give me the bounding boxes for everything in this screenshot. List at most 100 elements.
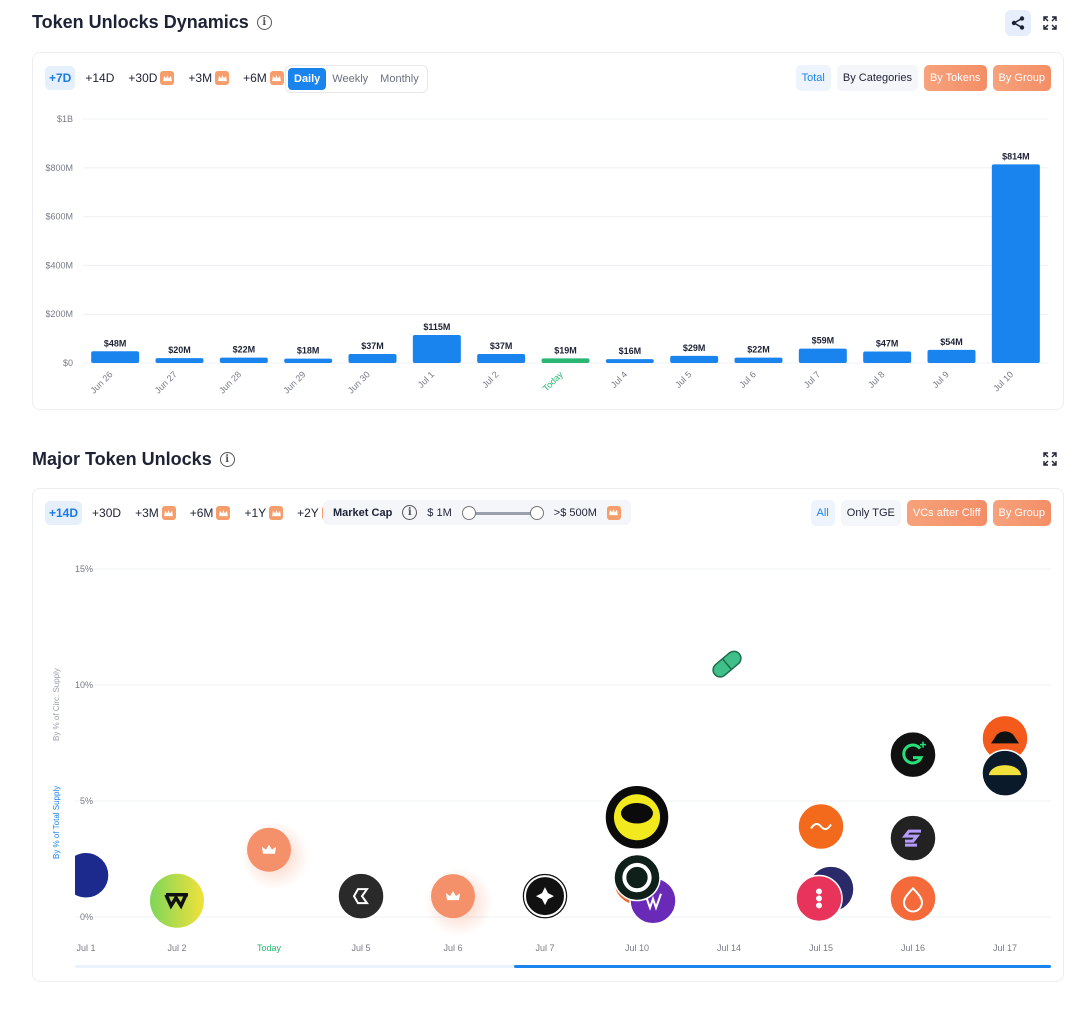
section-title-major-token-unlocks: Major Token Unlocks i: [32, 449, 235, 470]
view-by-group-button[interactable]: By Group: [992, 65, 1051, 91]
bar-chart: $0 $200M $400M $600M $800M $1B $48M Jun 26 $20M J…: [45, 114, 1048, 396]
x-tick-label: Jul 10: [625, 943, 649, 953]
token-point[interactable]: [425, 868, 493, 937]
token-point[interactable]: [797, 802, 845, 851]
view-by-categories-button[interactable]: By Categories: [836, 65, 918, 91]
filter-only-tge-button[interactable]: Only TGE: [840, 500, 901, 526]
range-plus-14d-button[interactable]: +14D: [81, 66, 118, 90]
x-tick-label: Jul 1: [76, 943, 95, 953]
y-tick-label: $400M: [45, 260, 73, 270]
y-tick-label: $200M: [45, 309, 73, 319]
range-plus-30d-button[interactable]: +30D: [88, 501, 125, 525]
interval-monthly[interactable]: Monthly: [380, 73, 419, 85]
token-point[interactable]: [613, 853, 661, 902]
range-label: +30D: [128, 71, 158, 85]
token-point[interactable]: [337, 872, 385, 920]
interval-weekly[interactable]: Weekly: [332, 73, 369, 85]
section-title-token-unlocks-dynamics: Token Unlocks Dynamics i: [32, 12, 272, 33]
x-tick-label: Jun 27: [153, 369, 179, 395]
chart-scroll-handle[interactable]: [514, 965, 1051, 968]
interval-daily[interactable]: Daily: [288, 68, 327, 90]
token-point[interactable]: [981, 749, 1029, 797]
x-tick-label: Jul 6: [443, 943, 462, 953]
bar[interactable]: [219, 357, 268, 363]
view-by-tokens-button[interactable]: By Tokens: [923, 65, 987, 91]
scatter-chart: 0% 5% 10% 15% By % of Total Supply By % of Ci…: [52, 564, 1051, 968]
bar-value-label: $29M: [683, 343, 706, 353]
bar[interactable]: [541, 358, 590, 363]
x-tick-label: Jul 4: [609, 369, 630, 390]
x-tick-label: Jul 2: [480, 369, 501, 390]
bar[interactable]: [863, 351, 912, 363]
range-label: +14D: [85, 71, 115, 85]
filter-selector: All Only TGE VCs after Cliff By Group: [810, 500, 1051, 526]
range-label: +3M: [135, 506, 159, 520]
filter-by-group-button[interactable]: By Group: [992, 500, 1051, 526]
token-point[interactable]: [521, 872, 569, 920]
bar[interactable]: [348, 353, 397, 363]
expand-icon[interactable]: [1037, 446, 1063, 472]
range-label: +6M: [189, 506, 214, 520]
share-icon[interactable]: [1005, 10, 1031, 36]
x-tick-label: Jul 8: [866, 369, 887, 390]
token-point[interactable]: [63, 851, 110, 899]
x-tick-label: Jul 10: [991, 369, 1015, 393]
token-point[interactable]: [710, 648, 744, 679]
range-plus-7d-button[interactable]: +7D: [45, 66, 76, 90]
range-label: +14D: [49, 506, 79, 520]
range-label: +3M: [188, 71, 213, 85]
token-point[interactable]: [604, 784, 670, 850]
y-tick-label: $800M: [45, 163, 73, 173]
range-plus-6m-button[interactable]: +6M: [239, 66, 288, 90]
token-point[interactable]: [241, 821, 309, 890]
bar-value-label: $814M: [1002, 151, 1030, 161]
y-tick-label: $0: [63, 358, 73, 368]
x-tick-label: Jun 30: [346, 369, 372, 395]
bar[interactable]: [477, 353, 526, 363]
slider-max-handle[interactable]: [529, 505, 544, 520]
bar[interactable]: [670, 355, 719, 363]
bar[interactable]: [155, 358, 204, 363]
range-plus-3m-button[interactable]: +3M: [184, 66, 233, 90]
market-cap-max: >$ 500M: [553, 506, 597, 519]
filter-vcs-after-cliff-button[interactable]: VCs after Cliff: [906, 500, 987, 526]
y-tick-label: 15%: [75, 564, 93, 574]
bar[interactable]: [927, 349, 976, 363]
bar-value-label: $20M: [168, 345, 191, 355]
info-icon[interactable]: i: [402, 505, 418, 520]
market-cap-slider[interactable]: [461, 505, 544, 520]
token-point[interactable]: [150, 873, 204, 928]
token-point[interactable]: [795, 874, 843, 923]
bar[interactable]: [734, 357, 783, 363]
bar[interactable]: [798, 348, 847, 363]
bar[interactable]: [412, 334, 461, 363]
range-plus-14d-button[interactable]: +14D: [45, 501, 83, 525]
y-axis-label-total-supply[interactable]: By % of Total Supply: [52, 786, 61, 859]
y-axis-label-circ-supply[interactable]: By % of Circ. Supply: [52, 668, 61, 741]
range-plus-30d-button[interactable]: +30D: [124, 66, 178, 90]
range-plus-6m-button[interactable]: +6M: [186, 501, 235, 525]
token-point[interactable]: [889, 874, 937, 923]
x-tick-label: Jul 5: [351, 943, 370, 953]
range-plus-3m-button[interactable]: +3M: [131, 501, 180, 525]
y-tick-label: $1B: [57, 114, 73, 124]
view-total-button[interactable]: Total: [795, 65, 831, 91]
bar[interactable]: [605, 359, 654, 363]
section1-title: Token Unlocks Dynamics: [32, 12, 249, 32]
x-tick-label: Jul 7: [535, 943, 554, 953]
info-icon[interactable]: i: [219, 452, 235, 467]
info-icon[interactable]: i: [256, 15, 272, 30]
expand-icon[interactable]: [1037, 10, 1063, 36]
filter-all-button[interactable]: All: [810, 500, 835, 526]
bar[interactable]: [284, 358, 333, 363]
slider-min-handle[interactable]: [461, 505, 476, 520]
bar[interactable]: [91, 351, 140, 363]
range-selector: +14D +30D +3M +6M +1Y +2Y: [45, 501, 340, 525]
token-point[interactable]: [889, 730, 937, 779]
range-plus-1y-button[interactable]: +1Y: [240, 501, 287, 525]
x-tick-label: Today: [257, 943, 282, 953]
x-tick-label: Jul 6: [737, 369, 758, 390]
bar[interactable]: [991, 164, 1040, 363]
token-point[interactable]: [889, 814, 937, 862]
bar-value-label: $37M: [490, 341, 513, 351]
